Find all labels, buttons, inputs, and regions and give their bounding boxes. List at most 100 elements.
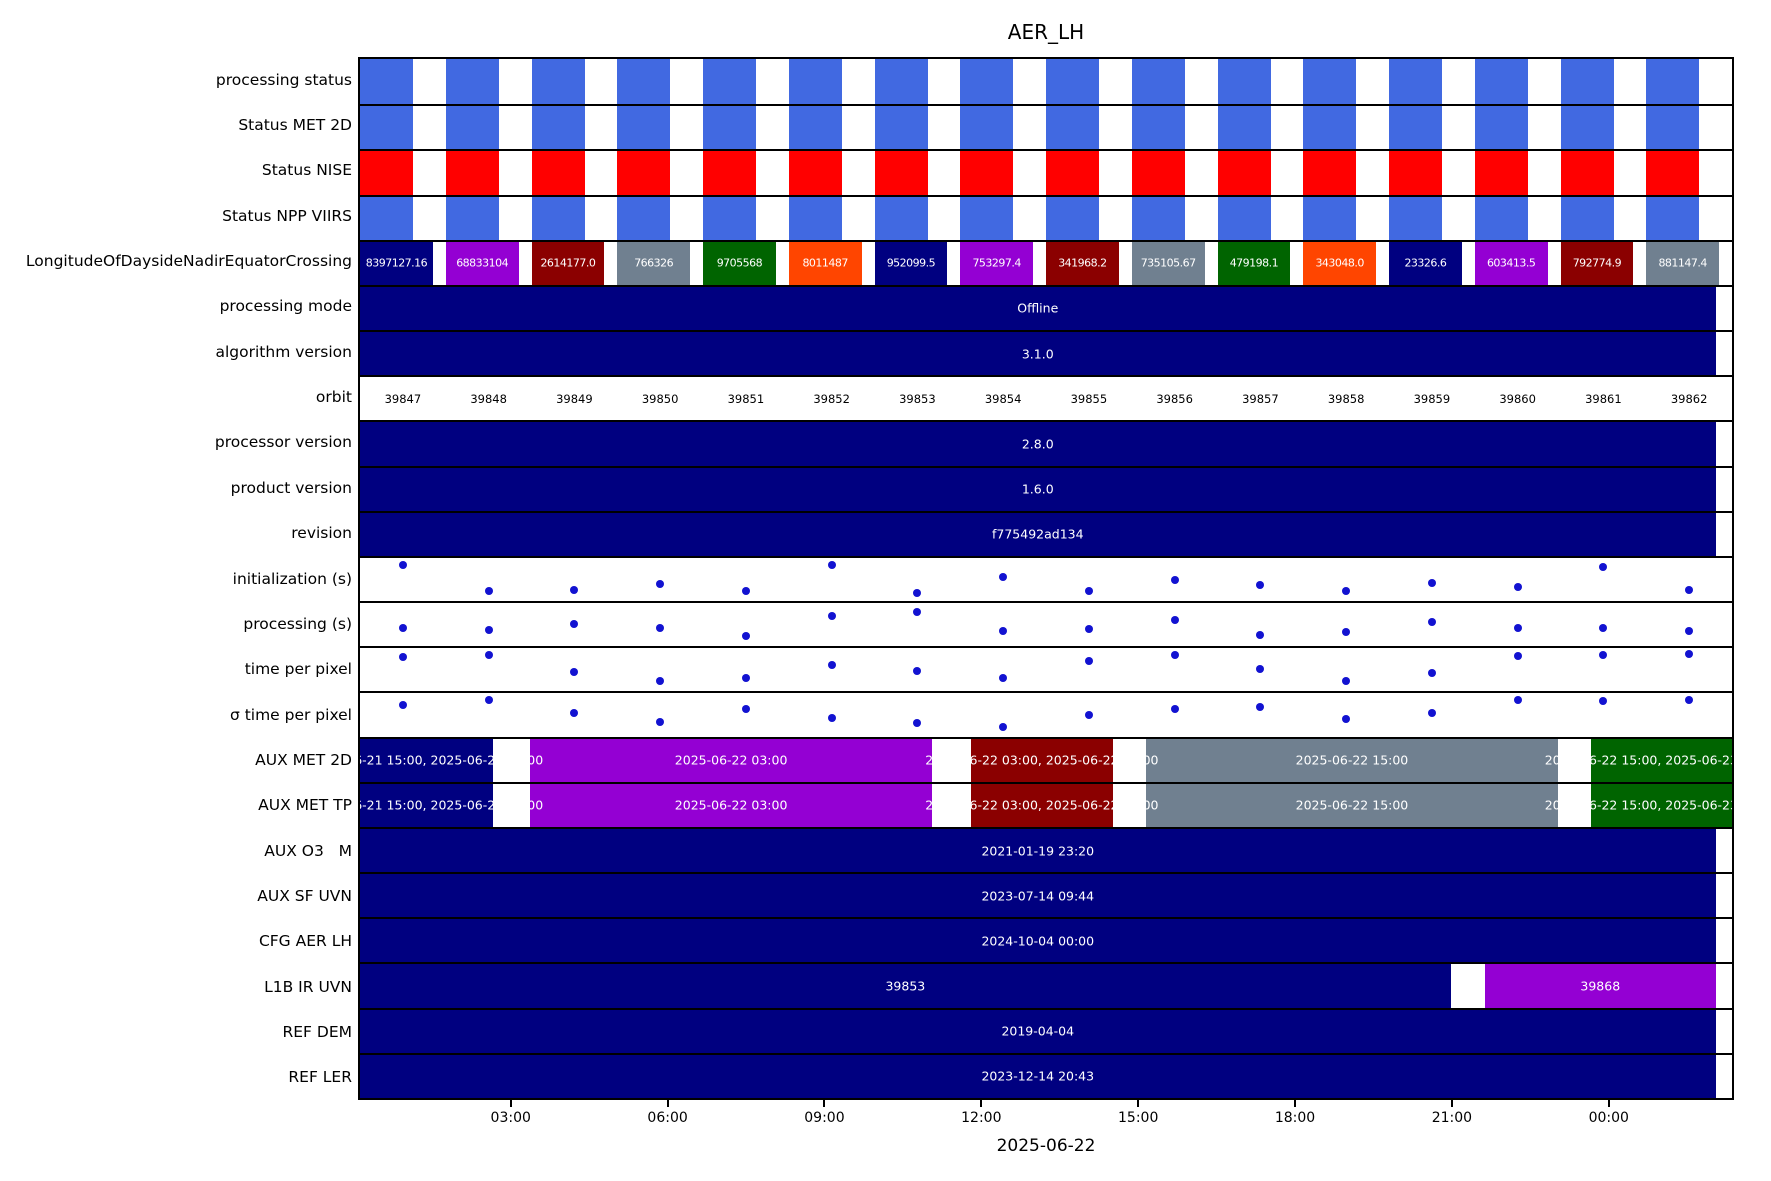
- longitude-cell-label: 23326.6: [1404, 256, 1447, 270]
- value-bar: Offline: [360, 286, 1716, 331]
- orbit-number: 39852: [813, 391, 850, 406]
- orbit-number: 39860: [1499, 391, 1536, 406]
- row-label: AUX MET 2D: [255, 750, 352, 769]
- status-block: [617, 196, 671, 240]
- longitude-cell-label: 8397127.16: [365, 256, 428, 270]
- row-label: processor version: [214, 433, 352, 452]
- status-block: [1131, 151, 1185, 195]
- status-block: [960, 106, 1014, 150]
- status-block: [703, 151, 757, 195]
- scatter-dot: [999, 626, 1008, 635]
- scatter-dot: [999, 674, 1008, 683]
- orbit-number: 39857: [1242, 391, 1279, 406]
- status-block: [1217, 151, 1271, 195]
- row: 8397127.16 68833104 2614177.0 766326 9705568…: [360, 239, 1732, 285]
- scatter-dot: [570, 667, 579, 676]
- row: [360, 59, 1732, 105]
- orbit-number: 39856: [1156, 391, 1193, 406]
- status-block: [617, 151, 671, 195]
- scatter-dot: [484, 696, 493, 705]
- longitude-cell-label: 881147.4: [1658, 256, 1707, 270]
- orbit-number: 39861: [1585, 391, 1622, 406]
- scatter-dot: [570, 620, 579, 629]
- longitude-cell: 479198.1: [1217, 241, 1291, 285]
- longitude-cell-label: 8011487: [802, 256, 848, 270]
- status-block: [960, 151, 1014, 195]
- status-block: [1646, 59, 1700, 105]
- orbit-number: 39848: [470, 391, 507, 406]
- scatter-dot: [1599, 651, 1608, 660]
- segment-bar: 2025-06-21 15:00, 2025-06-22 03:00: [360, 783, 543, 827]
- status-block: [703, 106, 757, 150]
- segment-bar-label: 2025-06-22 03:00, 2025-06-22 15:00: [925, 797, 1159, 813]
- scatter-dot: [1256, 630, 1265, 639]
- status-block: [1646, 106, 1700, 150]
- status-block: [960, 196, 1014, 240]
- scatter-dot: [999, 722, 1008, 731]
- longitude-cell: 68833104: [445, 241, 519, 285]
- value-bar-label: 2023-12-14 20:43: [981, 1068, 1095, 1084]
- scatter-dot: [1170, 651, 1179, 660]
- longitude-cell: 603413.5: [1474, 241, 1548, 285]
- longitude-cell: 341968.2: [1046, 241, 1119, 285]
- segment-bar: 2025-06-22 03:00: [530, 783, 933, 827]
- longitude-cell-label: 2614177.0: [540, 256, 596, 270]
- segment-bar: 39868: [1485, 964, 1716, 1008]
- status-block: [874, 196, 928, 240]
- scatter-dot: [398, 652, 407, 661]
- row-label: REF DEM: [282, 1022, 352, 1041]
- scatter-dot: [398, 624, 407, 633]
- scatter-dot: [1427, 709, 1436, 718]
- row: [360, 555, 1732, 601]
- scatter-dot: [827, 714, 836, 723]
- status-block: [1303, 59, 1357, 105]
- scatter-dot: [1685, 586, 1694, 595]
- scatter-dot: [484, 625, 493, 634]
- status-block: [531, 196, 585, 240]
- row-label: time per pixel: [244, 660, 352, 679]
- row: f775492ad134: [360, 510, 1732, 556]
- row: Offline: [360, 284, 1732, 331]
- longitude-cell-label: 952099.5: [886, 256, 936, 270]
- longitude-cell-label: 68833104: [456, 256, 509, 270]
- scatter-dot: [1427, 618, 1436, 627]
- plot-area: 8397127.16 68833104 2614177.0 766326 9705568…: [358, 57, 1734, 1100]
- x-tick-label: 21:00: [1431, 1110, 1473, 1126]
- status-block: [1217, 59, 1271, 105]
- segment-bar-label: 2025-06-22 03:00, 2025-06-22 15:00: [925, 752, 1159, 768]
- orbit-number: 39859: [1413, 391, 1451, 406]
- row-label: processing (s): [243, 614, 352, 633]
- longitude-cell-label: 9705568: [716, 256, 763, 270]
- x-tick: [1137, 1100, 1140, 1107]
- row-label: algorithm version: [215, 342, 352, 361]
- scatter-dot: [1256, 581, 1265, 590]
- scatter-dot: [1084, 625, 1093, 634]
- x-axis-label: 2025-06-22: [996, 1136, 1096, 1156]
- segment-bar: 2025-06-22 03:00, 2025-06-22 15:00: [925, 783, 1158, 827]
- status-block: [1217, 106, 1271, 150]
- row: 3.1.0: [360, 330, 1732, 376]
- longitude-cell: 9705568: [703, 241, 776, 285]
- x-tick: [823, 1100, 826, 1107]
- longitude-cell-label: 343048.0: [1315, 256, 1364, 270]
- segment-bar: 2025-06-22 15:00: [1146, 783, 1558, 827]
- segment-bar-label: 39853: [885, 978, 926, 994]
- row: [360, 646, 1732, 691]
- value-bar: f775492ad134: [360, 512, 1716, 556]
- row-label: initialization (s): [232, 569, 352, 588]
- longitude-cell-label: 341968.2: [1058, 256, 1107, 270]
- x-tick-label: 03:00: [490, 1110, 531, 1126]
- status-block: [1560, 59, 1614, 105]
- row-label: orbit: [315, 388, 352, 407]
- scatter-dot: [1513, 652, 1522, 661]
- value-bar-label: 2.8.0: [1021, 436, 1054, 452]
- longitude-cell: 792774.9: [1560, 241, 1634, 285]
- scatter-dot: [1342, 676, 1351, 685]
- row-label: Status NPP VIIRS: [222, 206, 352, 225]
- x-tick-label: 00:00: [1588, 1110, 1629, 1126]
- longitude-cell: 753297.4: [960, 241, 1034, 285]
- longitude-cell: 8397127.16: [360, 241, 433, 285]
- row-label: Status MET 2D: [238, 116, 352, 135]
- status-block: [874, 151, 928, 195]
- scatter-dot: [1256, 702, 1265, 711]
